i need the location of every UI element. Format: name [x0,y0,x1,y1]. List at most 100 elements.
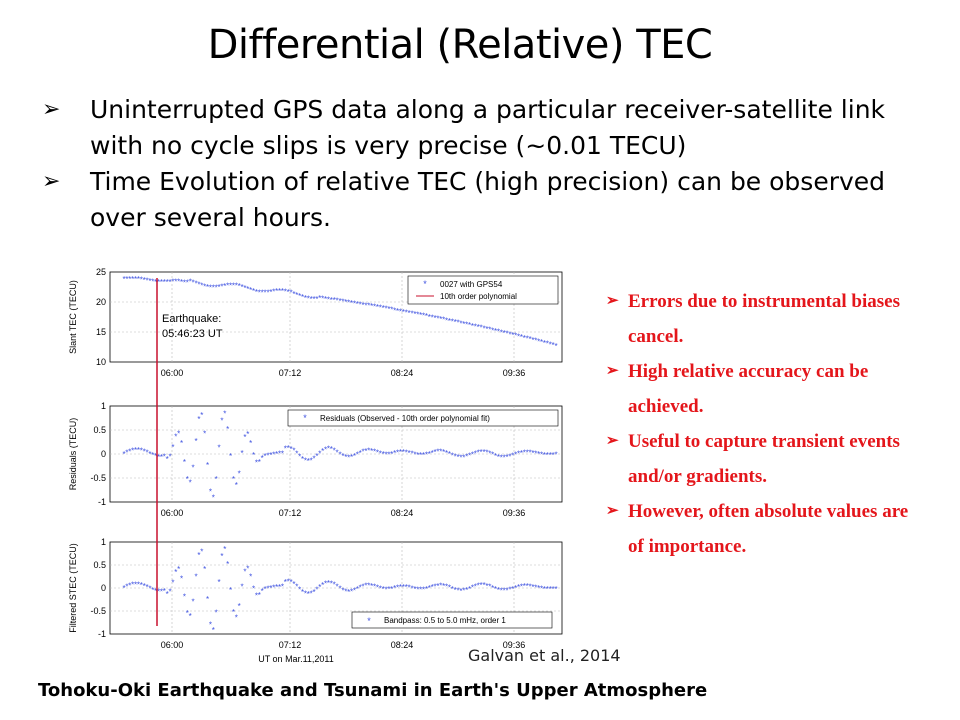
data-point: * [359,300,362,309]
data-point: * [543,585,546,594]
data-point: * [200,411,203,420]
data-point: * [189,612,192,621]
data-point: * [266,452,269,461]
bullet-text: Time Evolution of relative TEC (high pre… [90,167,886,232]
data-point: * [243,433,246,442]
data-point: * [157,588,160,597]
side-note-text: High relative accuracy can be achieved. [628,361,869,417]
data-point: * [402,308,405,317]
data-point: * [508,453,511,462]
data-point: * [439,582,442,591]
data-point: * [540,338,543,347]
data-point: * [344,453,347,462]
data-point: * [327,295,330,304]
data-point: * [209,487,212,496]
data-point: * [269,451,272,460]
data-point: * [125,449,128,458]
data-point: * [451,317,454,326]
data-point: * [217,443,220,452]
data-point: * [215,475,218,484]
data-point: * [252,584,255,593]
data-point: * [255,591,258,600]
data-point: * [425,585,428,594]
data-point: * [295,449,298,458]
data-point: * [465,453,468,462]
data-point: * [491,584,494,593]
data-point: * [180,574,183,583]
data-point: * [405,448,408,457]
data-point: * [554,342,557,351]
data-point: * [200,547,203,556]
data-point: * [531,583,534,592]
data-point: * [313,295,316,304]
data-point: * [422,312,425,321]
data-point: * [330,445,333,454]
data-point: * [307,590,310,599]
data-point: * [442,448,445,457]
data-point: * [137,275,140,284]
data-point: * [330,579,333,588]
data-point: * [249,439,252,448]
data-point: * [373,583,376,592]
data-point: * [514,451,517,460]
legend-box [287,409,559,427]
data-point: * [410,309,413,318]
data-point: * [215,283,218,292]
data-point: * [336,297,339,306]
y-tick-label: -1 [98,497,106,507]
data-point: * [203,282,206,291]
data-point: * [552,585,555,594]
side-note-item: ➢ Errors due to instrumental biases canc… [606,284,926,354]
data-point: * [169,587,172,596]
data-point: * [529,582,532,591]
data-point: * [350,453,353,462]
data-point: * [169,453,172,462]
data-point: * [503,329,506,338]
data-point: * [520,582,523,591]
data-point: * [281,583,284,592]
data-point: * [174,278,177,287]
bullet-item: ➢ Time Evolution of relative TEC (high p… [42,164,942,236]
data-point: * [134,275,137,284]
data-point: * [462,587,465,596]
data-point: * [255,458,258,467]
data-point: * [465,586,468,595]
data-point: * [451,451,454,460]
data-point: * [344,587,347,596]
legend-label: Residuals (Observed - 10th order polynom… [320,414,490,423]
data-point: * [333,447,336,456]
data-point: * [143,582,146,591]
y-axis-label: Residuals (TECU) [68,418,78,491]
data-point: * [428,450,431,459]
data-point: * [500,453,503,462]
data-point: * [439,315,442,324]
x-tick-label: 07:12 [279,508,302,518]
data-point: * [148,277,151,286]
data-point: * [554,585,557,594]
data-point: * [246,285,249,294]
data-point: * [171,578,174,587]
data-point: * [186,475,189,484]
data-point: * [448,450,451,459]
data-point: * [338,585,341,594]
data-point: * [376,303,379,312]
legend-marker-icon: * [367,616,371,626]
data-point: * [485,582,488,591]
data-point: * [457,453,460,462]
data-point: * [393,449,396,458]
earthquake-annotation: 05:46:23 UT [162,328,223,340]
data-point: * [318,294,321,303]
data-point: * [327,579,330,588]
data-point: * [177,278,180,287]
arrow-bullet-icon: ➢ [606,363,619,379]
data-point: * [160,278,163,287]
data-point: * [367,582,370,591]
data-point: * [238,602,241,611]
data-point: * [154,452,157,461]
data-point: * [287,444,290,453]
data-point: * [448,317,451,326]
data-point: * [252,287,255,296]
data-point: * [488,450,491,459]
data-point: * [327,445,330,454]
